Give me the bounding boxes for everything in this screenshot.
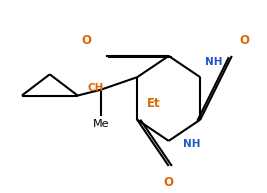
Text: CH: CH [88, 83, 104, 93]
Text: O: O [164, 176, 174, 189]
Text: NH: NH [183, 139, 201, 149]
Text: Et: Et [147, 97, 160, 110]
Text: O: O [81, 34, 91, 47]
Text: O: O [239, 34, 249, 47]
Text: Me: Me [92, 119, 109, 130]
Text: NH: NH [205, 57, 223, 67]
